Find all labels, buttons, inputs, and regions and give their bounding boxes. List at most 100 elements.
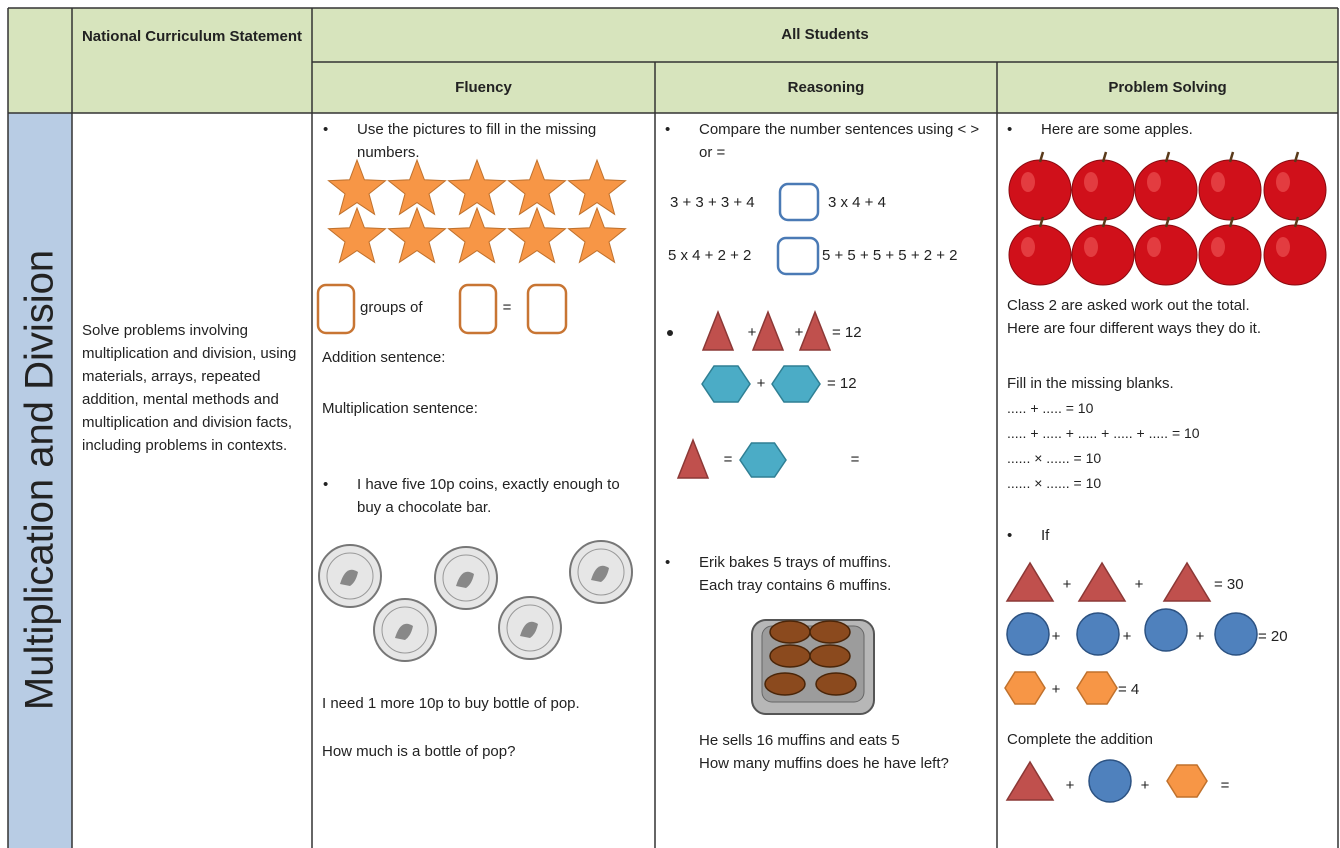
equation-text: = 20 <box>1258 628 1288 645</box>
circle <box>1144 608 1188 652</box>
answer-box <box>526 283 568 335</box>
apple-stem <box>1101 151 1108 163</box>
triangle <box>1005 561 1055 602</box>
apple-shine <box>1084 172 1098 192</box>
apple-stem <box>1293 151 1300 163</box>
header-statement: National Curriculum Statement <box>81 28 303 45</box>
apple <box>1134 224 1198 286</box>
equation-text: = <box>851 451 860 468</box>
apple-stem <box>1293 216 1300 228</box>
apple-shine <box>1021 172 1035 192</box>
equation-text: + <box>757 375 766 392</box>
muffin <box>769 620 811 644</box>
bullet <box>667 330 673 336</box>
apple-shine <box>1276 172 1290 192</box>
equation-text: = 12 <box>832 324 862 341</box>
side-label: Multiplication and Division <box>17 249 62 711</box>
text: Complete the addition <box>1007 731 1153 748</box>
grid <box>7 7 1339 848</box>
blank-sum: ...... × ...... = 10 <box>1007 450 1102 466</box>
equation-text: = <box>503 299 512 316</box>
text: Fill in the missing blanks. <box>1007 375 1174 392</box>
star <box>387 206 447 264</box>
equation-text: + <box>1196 628 1205 645</box>
equation-text: = 30 <box>1214 576 1244 593</box>
task: Erik bakes 5 trays of muffins. <box>665 551 989 574</box>
coin-lion <box>591 565 609 582</box>
text: I need 1 more 10p to buy bottle of pop. <box>322 695 580 712</box>
apple-stem <box>1164 151 1171 163</box>
hexagon <box>701 365 751 403</box>
curriculum-statement: Solve problems involving multiplication … <box>82 322 297 454</box>
equation-text: + <box>1123 628 1132 645</box>
column-header: Problem Solving <box>1108 79 1227 96</box>
task: If <box>1006 524 1050 547</box>
equation-text: 5 x 4 + 2 + 2 <box>668 247 751 264</box>
circle <box>1076 612 1120 656</box>
apple-shine <box>1084 237 1098 257</box>
triangle <box>1162 561 1212 602</box>
text: He sells 16 muffins and eats 5 <box>699 732 900 749</box>
text: Multiplication sentence: <box>322 400 478 417</box>
coin-lion <box>456 571 474 588</box>
answer-box <box>316 283 356 335</box>
triangle <box>676 437 710 479</box>
equation-text: + <box>1052 628 1061 645</box>
apple-stem <box>1228 216 1235 228</box>
apple-stem <box>1038 151 1045 163</box>
apple <box>1071 224 1135 286</box>
header-fill <box>8 8 1338 113</box>
equation-text: + <box>1135 576 1144 593</box>
task: Compare the number sentences using < > o… <box>665 118 984 164</box>
muffin <box>815 672 857 696</box>
coin-inner <box>326 552 374 600</box>
column-header: Reasoning <box>787 79 865 96</box>
blank-sum: ..... + ..... + ..... + ..... + ..... = … <box>1007 425 1200 441</box>
side-fill <box>8 113 72 848</box>
apple-stem <box>1164 216 1171 228</box>
apple <box>1263 159 1327 221</box>
apple <box>1071 159 1135 221</box>
equation-text: = 12 <box>827 375 857 392</box>
hexagon <box>1004 671 1046 705</box>
coin-lion <box>395 623 413 640</box>
triangle <box>701 309 735 351</box>
hexagon <box>1076 671 1118 705</box>
equation-text: = 4 <box>1118 681 1139 698</box>
apple-shine <box>1276 237 1290 257</box>
equation-text: = <box>724 451 733 468</box>
star <box>567 158 627 216</box>
muffin <box>809 644 851 668</box>
task: Here are some apples. <box>1007 118 1326 141</box>
circle <box>1006 612 1050 656</box>
muffin <box>764 672 806 696</box>
triangle <box>1077 561 1127 602</box>
text: Addition sentence: <box>322 349 446 366</box>
apple-shine <box>1147 237 1161 257</box>
equation-text: + <box>1052 681 1061 698</box>
blank-sum: ...... × ...... = 10 <box>1007 475 1102 491</box>
star <box>447 206 507 264</box>
apple-shine <box>1211 237 1225 257</box>
task: I have five 10p coins, exactly enough to… <box>323 473 637 519</box>
star <box>447 158 507 216</box>
triangle <box>798 309 832 351</box>
apple <box>1198 224 1262 286</box>
equation-text: + <box>795 324 804 341</box>
equation-text: groups of <box>360 299 423 316</box>
equation-text: + <box>748 324 757 341</box>
coin-inner <box>577 548 625 596</box>
circle <box>1214 612 1258 656</box>
text: Each tray contains 6 muffins. <box>699 577 892 594</box>
task: Use the pictures to fill in the missing … <box>323 118 627 164</box>
coin-lion <box>520 621 538 638</box>
coin-lion <box>340 569 358 586</box>
apple <box>1008 159 1072 221</box>
star <box>507 158 567 216</box>
equation-text: + <box>1066 777 1075 794</box>
equation-text: 3 + 3 + 3 + 4 <box>670 194 755 211</box>
coin-inner <box>442 554 490 602</box>
equation-text: 5 + 5 + 5 + 5 + 2 + 2 <box>822 247 958 264</box>
column-header: Fluency <box>455 79 512 96</box>
